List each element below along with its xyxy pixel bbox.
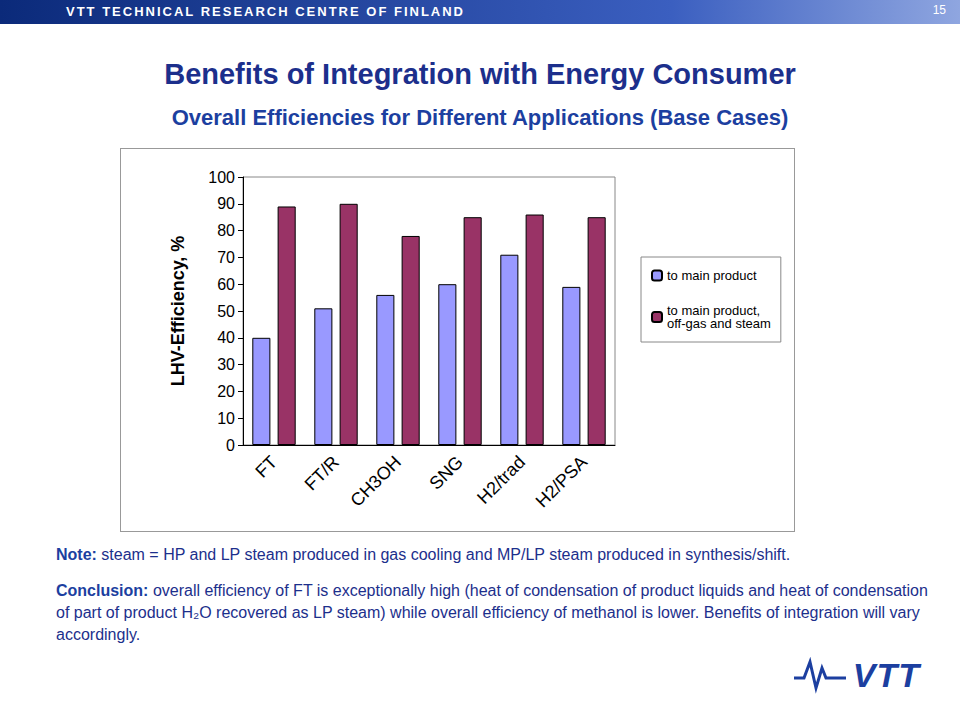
svg-text:off-gas and steam: off-gas and steam xyxy=(667,316,771,331)
svg-text:50: 50 xyxy=(217,303,235,320)
html-text:Overall Efficiencies for Diffe: Overall Efficiencies for Different Appli… xyxy=(171,105,789,130)
svg-text:60: 60 xyxy=(217,276,235,293)
svg-text:FT: FT xyxy=(251,452,281,482)
svg-text:40: 40 xyxy=(217,329,235,346)
svg-text:30: 30 xyxy=(217,356,235,373)
svg-text:to main product: to main product xyxy=(667,268,757,283)
svg-text:LHV-Efficiency, %: LHV-Efficiency, % xyxy=(168,236,188,387)
svg-text:H2/PSA: H2/PSA xyxy=(532,452,591,511)
svg-text:0: 0 xyxy=(226,437,235,454)
svg-text:20: 20 xyxy=(217,383,235,400)
svg-text:80: 80 xyxy=(217,222,235,239)
html-text:VTT: VTT xyxy=(852,656,920,694)
svg-text:10: 10 xyxy=(217,410,235,427)
html-text:Conclusion: overall efficiency: Conclusion: overall efficiency of FT is … xyxy=(56,582,928,643)
svg-text:90: 90 xyxy=(217,195,235,212)
svg-text:H2/trad: H2/trad xyxy=(473,452,529,508)
html-text:15: 15 xyxy=(932,3,946,17)
html-text:Benefits of Integration with E: Benefits of Integration with Energy Cons… xyxy=(164,58,796,90)
svg-text:SNG: SNG xyxy=(425,452,467,494)
svg-text:FT/R: FT/R xyxy=(301,452,343,494)
svg-text:CH3OH: CH3OH xyxy=(346,452,405,511)
svg-text:70: 70 xyxy=(217,249,235,266)
html-text:VTT TECHNICAL RESEARCH CENTRE: VTT TECHNICAL RESEARCH CENTRE OF FINLAND xyxy=(66,4,465,19)
html-text:Note: steam = HP and LP steam: Note: steam = HP and LP steam produced i… xyxy=(56,546,791,563)
svg-text:to main product,: to main product, xyxy=(667,303,764,318)
svg-text:100: 100 xyxy=(208,169,235,186)
